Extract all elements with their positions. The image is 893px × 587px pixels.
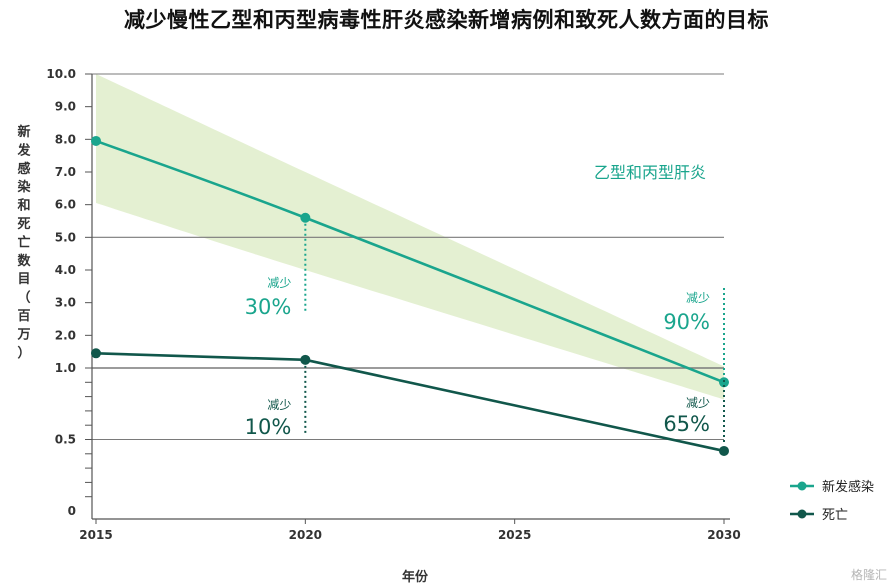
y-tick-label: 4.0: [55, 263, 76, 277]
data-point: [719, 377, 729, 388]
y-tick-label: 2.0: [55, 328, 76, 342]
data-point: [91, 348, 101, 359]
uncertainty-band: [96, 74, 724, 400]
series-line-infections: [95, 139, 725, 384]
y-axis-title: 新发感染和死亡数目（百万）: [16, 124, 31, 361]
annotation-label-small: 减少: [686, 396, 710, 410]
y-tick-label: 0: [68, 504, 76, 518]
x-tick-label: 2025: [498, 528, 531, 542]
x-tick-label: 2015: [79, 528, 112, 542]
chart-title: 减少慢性乙型和丙型病毒性肝炎感染新增病例和致死人数方面的目标: [124, 8, 769, 32]
legend-item: 死亡: [790, 508, 848, 523]
x-axis-title: 年份: [402, 569, 429, 585]
y-tick-label: 7.0: [55, 165, 76, 179]
y-tick-label: 1.0: [55, 361, 76, 375]
annotation-label-small: 减少: [267, 398, 291, 412]
y-tick-label: 9.0: [55, 100, 76, 114]
legend-label: 死亡: [822, 508, 848, 523]
x-tick-label: 2030: [707, 528, 740, 542]
annotation-label-percent: 65%: [663, 412, 710, 436]
data-point: [91, 135, 101, 146]
y-tick-label: 6.0: [55, 198, 76, 212]
data-point: [300, 212, 311, 223]
watermark-text: 格隆汇: [850, 568, 887, 582]
annotation-label-small: 减少: [267, 276, 291, 290]
data-point: [300, 354, 311, 365]
annotation-label-percent: 10%: [245, 415, 292, 439]
y-tick-label: 3.0: [55, 296, 76, 310]
legend-label: 新发感染: [822, 479, 874, 495]
band-label: 乙型和丙型肝炎: [594, 163, 706, 182]
annotation-label-small: 减少: [686, 291, 710, 305]
data-point: [719, 445, 729, 456]
y-tick-label: 5.0: [55, 230, 76, 244]
legend-item: 新发感染: [790, 479, 874, 495]
y-tick-label: 8.0: [55, 132, 76, 146]
legend-swatch-dot: [797, 509, 807, 519]
annotation-label-percent: 30%: [245, 295, 292, 319]
x-tick-label: 2020: [289, 528, 322, 542]
legend-swatch-dot: [797, 481, 807, 491]
annotation-label-percent: 90%: [663, 310, 710, 334]
y-tick-label: 0.5: [55, 433, 76, 447]
y-tick-label: 10.0: [46, 67, 76, 81]
